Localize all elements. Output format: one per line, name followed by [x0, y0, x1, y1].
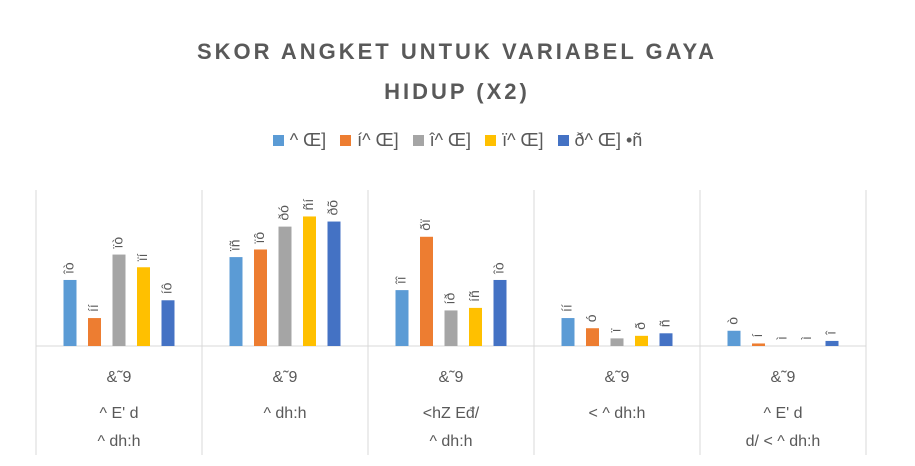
- legend-swatch: [340, 135, 352, 146]
- bar: [327, 221, 341, 346]
- x-tick-label: <hZ Eđ/: [423, 405, 480, 422]
- value-label: ó: [583, 314, 599, 322]
- legend: ^ Œ] í^ Œ] î^ Œ] ï^ Œ] ð^ Œ] •ñ: [0, 130, 915, 151]
- bar: [229, 257, 243, 346]
- value-label: ïò: [110, 237, 126, 249]
- value-label: íí: [559, 304, 575, 312]
- legend-swatch: [485, 135, 497, 146]
- legend-label: ð^ Œ] •ñ: [574, 130, 643, 150]
- x-tick-label: &˜9: [107, 369, 132, 386]
- value-label: ðõ: [325, 200, 341, 216]
- bar: [727, 330, 741, 346]
- bar: [88, 318, 101, 346]
- value-label: ì: [774, 336, 790, 340]
- bar: [63, 279, 77, 346]
- x-tick-label: &˜9: [771, 369, 796, 386]
- value-label: íñ: [466, 290, 482, 302]
- legend-label: ^ Œ]: [289, 130, 327, 150]
- value-label: ïí: [134, 253, 150, 261]
- value-label: íô: [159, 282, 175, 294]
- bar: [278, 226, 292, 346]
- legend-swatch: [412, 135, 424, 146]
- x-tick-label: &˜9: [439, 369, 464, 386]
- bar: [635, 335, 648, 346]
- value-label: ò: [725, 317, 741, 325]
- bar: [161, 300, 175, 346]
- bar: [561, 318, 575, 346]
- bar: [254, 249, 267, 346]
- bar: [586, 328, 599, 346]
- legend-label: î^ Œ]: [429, 130, 472, 150]
- bar: [469, 307, 482, 346]
- legend-swatch: [272, 135, 284, 146]
- bar: [395, 290, 409, 346]
- legend-item: ï^ Œ]: [485, 130, 544, 151]
- value-label: ñí: [300, 199, 316, 211]
- value-label: îò: [61, 262, 77, 275]
- bar: [825, 340, 839, 346]
- bar: [137, 267, 150, 346]
- value-label: í: [749, 333, 765, 337]
- bar: [493, 279, 507, 346]
- legend-swatch: [557, 135, 569, 146]
- value-label: ïñ: [227, 239, 243, 251]
- bar: [752, 343, 765, 346]
- legend-item: í^ Œ]: [340, 130, 399, 151]
- value-label: íí: [85, 304, 101, 312]
- legend-item: ^ Œ]: [272, 130, 327, 151]
- value-label: ñ: [657, 320, 673, 328]
- x-tick-label: ^ dh:h: [429, 433, 472, 450]
- value-label: ðó: [276, 205, 292, 221]
- value-label: ðï: [417, 219, 433, 231]
- legend-item: ð^ Œ] •ñ: [557, 130, 643, 151]
- bar: [303, 216, 316, 346]
- bar: [444, 310, 458, 346]
- value-label: íð: [442, 293, 458, 305]
- x-tick-label: ^ dh:h: [97, 433, 140, 450]
- value-label: ð: [632, 322, 648, 330]
- legend-item: î^ Œ]: [412, 130, 472, 151]
- value-label: ï: [608, 328, 624, 332]
- x-tick-label: &˜9: [605, 369, 630, 386]
- x-tick-label: d/ < ^ dh:h: [746, 433, 821, 450]
- bar: [659, 333, 673, 346]
- bar: [112, 254, 126, 346]
- value-label: îò: [491, 262, 507, 275]
- chart-title: SKOR ANGKET UNTUK VARIABEL GAYA HIDUP (X…: [196, 39, 717, 104]
- value-label: î: [823, 330, 839, 336]
- bar: [420, 236, 433, 346]
- value-label: îî: [393, 275, 409, 285]
- bar: [610, 338, 624, 346]
- value-label: ì: [798, 336, 814, 340]
- legend-label: í^ Œ]: [357, 130, 399, 150]
- value-label: ïô: [251, 232, 267, 244]
- x-tick-label: ^ E' d: [99, 405, 138, 422]
- legend-label: ï^ Œ]: [502, 130, 544, 150]
- x-tick-label: ^ dh:h: [263, 405, 306, 422]
- x-tick-label: < ^ dh:h: [589, 405, 646, 422]
- x-tick-label: ^ E' d: [763, 405, 802, 422]
- x-tick-label: &˜9: [273, 369, 298, 386]
